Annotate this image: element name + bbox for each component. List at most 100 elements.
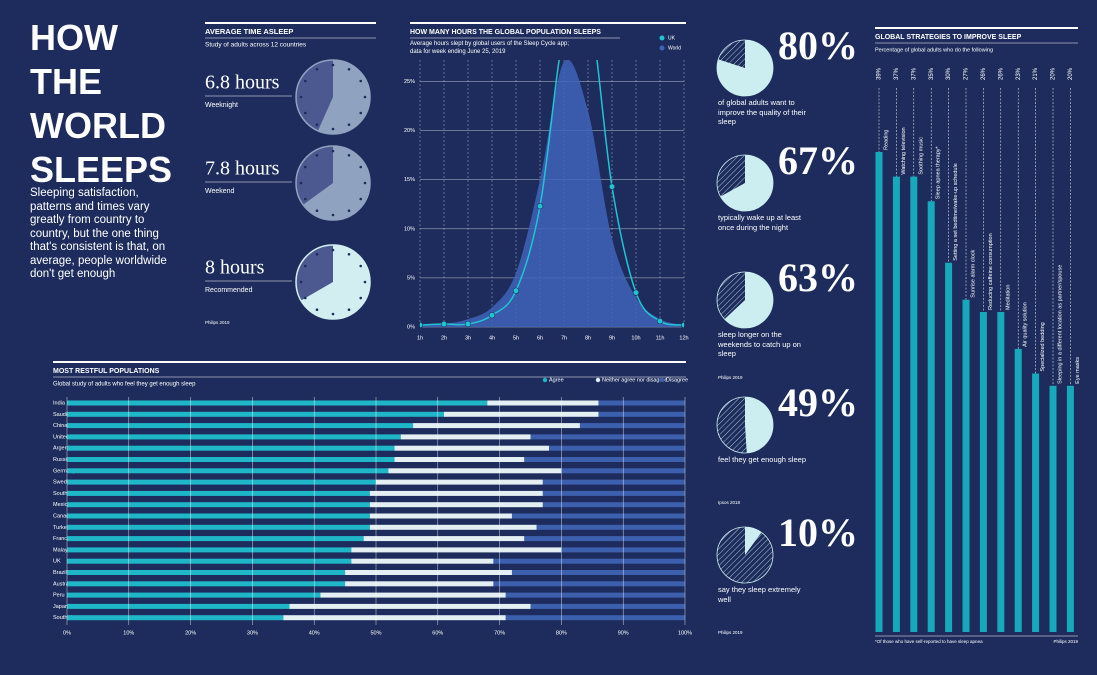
bar-segment (388, 468, 562, 474)
bar-segment (67, 400, 488, 406)
x-tick-label: 7h (561, 335, 567, 341)
clock-dot (303, 264, 307, 268)
bar-segment (283, 615, 506, 621)
legend-swatch (659, 377, 665, 383)
bar-segment (369, 513, 512, 519)
bar-segment (524, 457, 685, 462)
bar-segment (542, 502, 685, 508)
bar (892, 176, 900, 632)
y-tick-label: 0% (407, 324, 415, 330)
clock-dot (315, 308, 319, 312)
x-tick-label: 11h (656, 335, 665, 341)
x-tick-label: 5h (513, 335, 519, 341)
clock-dot (359, 264, 363, 268)
source: Philips 2019 (718, 375, 743, 380)
category-label: Air quality solution (1023, 302, 1029, 347)
clock-fill (300, 245, 371, 319)
clock-dot (363, 181, 367, 185)
bar-segment (536, 524, 685, 530)
bar-segment (487, 400, 599, 406)
stat-value: 10% (778, 510, 858, 555)
clock-dot (347, 308, 351, 312)
panel-rules (53, 22, 1078, 637)
section-subtitle: Percentage of global adults who do the f… (875, 47, 993, 53)
x-tick-label: 0% (63, 630, 71, 636)
footnote: *Of those who have self-reported to have… (875, 639, 983, 644)
clock-dot (303, 197, 307, 201)
value-label: 26% (998, 67, 1004, 80)
clock-dot (315, 123, 319, 127)
bar-segment (511, 513, 685, 519)
bar (875, 152, 883, 632)
bar-segment (67, 558, 352, 564)
clock-dot (315, 67, 319, 71)
x-tick-label: 6h (537, 335, 543, 341)
stat-text: of global adults want to improve the qua… (718, 98, 806, 126)
bar-segment (67, 468, 389, 474)
bar-segment (67, 479, 376, 485)
stat-value: 80% (778, 23, 858, 68)
bar-segment (67, 434, 401, 440)
bar (1014, 348, 1022, 632)
category-label: Sunrise alarm clock (970, 249, 976, 297)
plot (420, 0, 684, 328)
x-tick-label: 20% (185, 630, 196, 636)
pie-fill (717, 40, 774, 96)
value-label: 23% (1016, 67, 1022, 80)
point (632, 289, 640, 296)
bar-segment (67, 603, 290, 609)
category-label: Reducing caffeine consumption (988, 233, 994, 310)
point (464, 320, 472, 328)
clock-dot (331, 312, 335, 316)
bar-segment (67, 592, 321, 598)
bar-segment (67, 547, 352, 553)
section-subtitle: Average hours slept by global users of t… (410, 41, 569, 55)
clock-dot (331, 127, 335, 131)
category-label: Soothing music (918, 137, 924, 175)
x-tick-label: 3h (465, 335, 471, 341)
pie-fill (720, 155, 774, 211)
pie-fill (745, 527, 762, 555)
stat-text: typically wake up at least once during t… (718, 213, 801, 232)
clock-dot (315, 153, 319, 157)
section-subtitle: Study of adults across 12 countries (205, 42, 307, 49)
section-subtitle: Global study of adults who feel they get… (53, 382, 196, 388)
legend-label: Agree (549, 377, 564, 383)
point (536, 203, 544, 210)
bar-segment (524, 536, 685, 542)
clock-dot (331, 213, 335, 217)
clock-dot (303, 111, 307, 115)
main-title: HOW THE WORLD SLEEPS (30, 17, 173, 190)
clock-value: 6.8 hours (205, 72, 280, 94)
clock-dot (347, 153, 351, 157)
bar (1032, 373, 1040, 632)
category-label: Japan (53, 604, 68, 610)
clock-dot (331, 63, 335, 67)
bar-segment (369, 524, 537, 530)
bar (945, 262, 953, 632)
clock-dot (299, 280, 303, 284)
value-label: 30% (946, 67, 952, 80)
bar-segment (443, 411, 599, 417)
bar (910, 176, 918, 632)
category-label: China (53, 423, 68, 429)
bar-segment (67, 536, 364, 542)
clock-dot (299, 95, 303, 99)
bar-segment (351, 558, 494, 564)
legend-label: World (668, 45, 681, 51)
category-label: India (53, 400, 66, 406)
clock-dot (347, 123, 351, 127)
point (585, 0, 591, 6)
category-label: Canada (53, 513, 73, 519)
bar-segment (376, 479, 543, 485)
bar-segment (351, 547, 562, 553)
category-label: Russia (53, 457, 71, 463)
clock-dot (303, 165, 307, 169)
category-label: Mexico (53, 502, 70, 508)
bar-segment (511, 570, 685, 575)
clock-dot (347, 67, 351, 71)
value-label: 20% (1068, 67, 1074, 80)
category-label: Sleeping in a different location as part… (1057, 265, 1063, 384)
value-label: 21% (1033, 67, 1039, 80)
category-label: Turkey (53, 525, 70, 531)
